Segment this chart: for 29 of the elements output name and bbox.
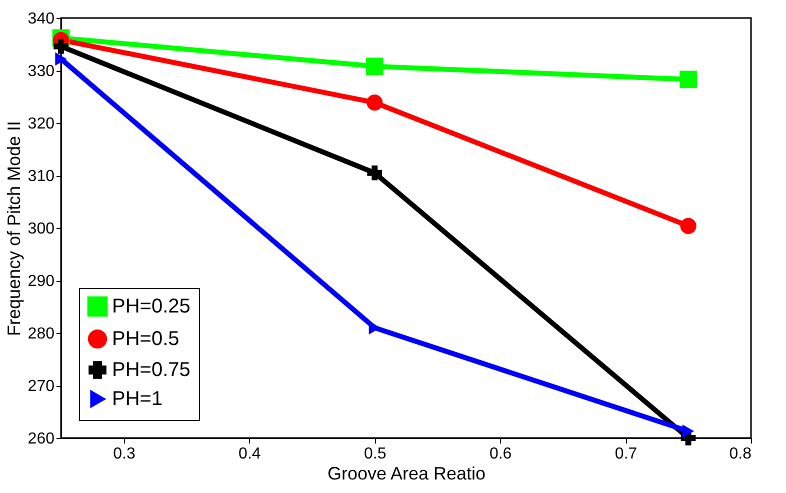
- x-tick-label: 0.5: [364, 446, 386, 462]
- y-tick-label: 340: [28, 10, 55, 28]
- point: [55, 52, 67, 66]
- y-tick-label: 260: [28, 430, 55, 448]
- point: [367, 165, 382, 180]
- y-tick-label: 300: [28, 220, 55, 238]
- legend-label: PH=0.75: [112, 359, 190, 381]
- legend-label: PH=0.5: [112, 328, 180, 350]
- point: [54, 38, 68, 54]
- y-axis-title: Frequency of Pitch Mode II: [4, 120, 24, 336]
- legend-label: PH=1: [112, 388, 163, 410]
- x-tick-label: 0.4: [238, 446, 261, 462]
- point: [680, 70, 697, 88]
- x-tick-label: 0.6: [489, 446, 512, 462]
- x-tick-label: 0.3: [113, 446, 136, 462]
- x-tick-label: 0.7: [614, 446, 638, 462]
- y-tick-label: 290: [28, 273, 55, 290]
- y-tick-label: 280: [28, 326, 55, 342]
- legend-label: PH=0.25: [112, 296, 190, 318]
- point: [682, 424, 694, 438]
- y-tick-label: 330: [28, 63, 55, 80]
- y-tick-label: 270: [28, 378, 55, 395]
- x-tick-label: 0.8: [729, 446, 752, 462]
- point: [366, 58, 384, 75]
- x-axis-title: Groove Area Reatio: [327, 464, 486, 484]
- y-tick-label: 310: [28, 168, 55, 185]
- point: [366, 94, 383, 111]
- y-tick-label: 320: [28, 116, 55, 132]
- point: [680, 218, 696, 234]
